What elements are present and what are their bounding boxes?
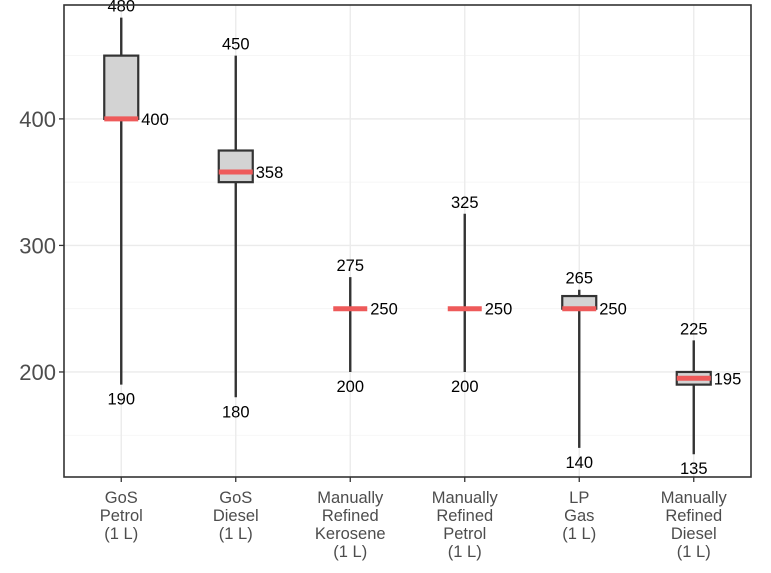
plot-border [63, 4, 752, 478]
min-label: 180 [222, 403, 250, 421]
min-label: 200 [451, 378, 479, 396]
max-label: 265 [565, 270, 593, 288]
x-tick-label-line: Diesel [671, 525, 717, 543]
median-label: 358 [256, 164, 284, 182]
x-tick-label-line: Petrol [443, 525, 486, 543]
median-label: 195 [714, 370, 742, 388]
box [217, 149, 254, 184]
y-tick-label: 200 [19, 360, 56, 385]
x-tick-label: Manually Refined Kerosene (1 L) [315, 489, 386, 561]
x-tick-label-line: Manually [317, 489, 384, 507]
x-tick-label-line: (1 L) [104, 525, 138, 543]
min-label: 190 [107, 391, 135, 409]
max-label: 225 [680, 320, 708, 338]
x-tick-label-line: Gas [564, 507, 594, 525]
box [103, 54, 140, 120]
max-label: 450 [222, 36, 250, 54]
plot-panel [64, 5, 751, 477]
x-tick-label-line: Manually [661, 489, 728, 507]
x-tick-label: GoS Petrol (1 L) [100, 489, 143, 543]
x-tick-label-line: (1 L) [219, 525, 253, 543]
x-tick-label-line: Manually [432, 489, 499, 507]
x-tick-label-line: (1 L) [677, 543, 711, 561]
median-label: 400 [141, 111, 169, 129]
x-tick-label: Manually Refined Diesel (1 L) [661, 489, 728, 561]
median-label: 250 [599, 301, 627, 319]
x-tick-label: Manually Refined Petrol (1 L) [432, 489, 499, 561]
x-tick-label-line: (1 L) [448, 543, 482, 561]
x-tick-label-line: GoS [105, 489, 138, 507]
x-tick-label-line: GoS [219, 489, 252, 507]
x-tick-label-line: Petrol [100, 507, 143, 525]
x-tick-label: GoS Diesel (1 L) [213, 489, 259, 543]
x-tick-label-line: (1 L) [562, 525, 596, 543]
x-tick-label-line: LP [569, 489, 589, 507]
y-tick-label: 300 [19, 233, 56, 258]
x-tick-label-line: Kerosene [315, 525, 386, 543]
min-label: 200 [336, 378, 364, 396]
y-tick-label: 400 [19, 107, 56, 132]
median-label: 250 [485, 301, 513, 319]
x-tick-label-line: (1 L) [333, 543, 367, 561]
min-label: 140 [565, 454, 593, 472]
median-label: 250 [370, 301, 398, 319]
x-tick-label-line: Refined [436, 507, 493, 525]
x-tick-label-line: Refined [322, 507, 379, 525]
x-tick-label-line: Diesel [213, 507, 259, 525]
max-label: 325 [451, 194, 479, 212]
x-tick-label-line: Refined [665, 507, 722, 525]
min-label: 135 [680, 460, 708, 478]
x-tick-label: LP Gas (1 L) [562, 489, 596, 543]
max-label: 480 [107, 0, 135, 16]
max-label: 275 [336, 257, 364, 275]
